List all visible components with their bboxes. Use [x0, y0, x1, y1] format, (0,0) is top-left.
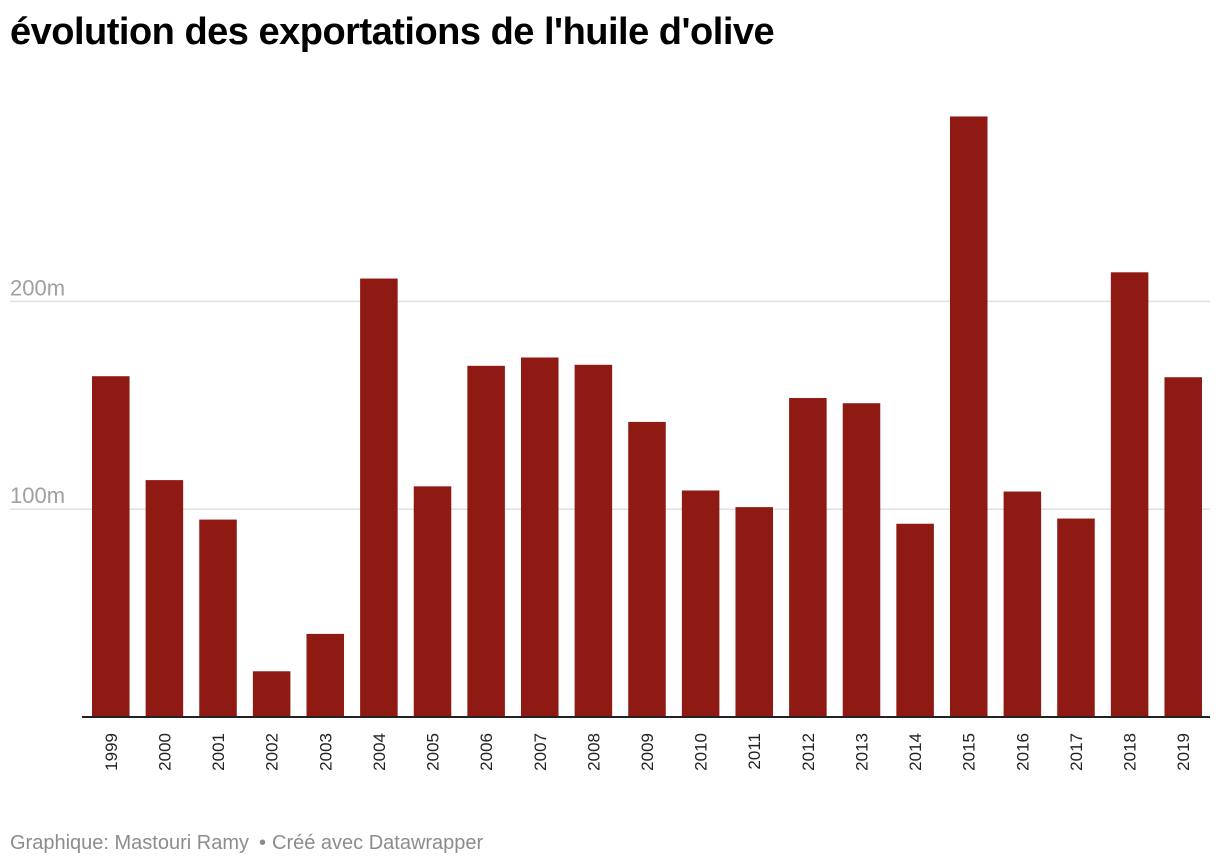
- footer-separator: •: [258, 832, 266, 854]
- bar-2015: [949, 116, 988, 717]
- chart-footer: Graphique: Mastouri Ramy • Créé avec Dataw…: [10, 832, 483, 855]
- x-tick-label-2018: 2018: [1121, 733, 1140, 771]
- bar-2008: [574, 364, 613, 717]
- bar-2009: [628, 421, 666, 717]
- x-tick-label-2016: 2016: [1013, 733, 1032, 771]
- datawrapper-credit[interactable]: Créé avec Datawrapper: [272, 832, 484, 854]
- bar-2006: [467, 365, 505, 717]
- x-tick-label-2017: 2017: [1067, 733, 1086, 771]
- bar-2013: [842, 403, 881, 717]
- bar-2010: [681, 490, 720, 717]
- bar-2003: [306, 633, 345, 717]
- x-tick-label-2006: 2006: [477, 733, 496, 771]
- bar-2019: [1164, 377, 1202, 717]
- x-tick-label-2014: 2014: [906, 733, 925, 771]
- x-tick-label-2013: 2013: [852, 733, 871, 771]
- chart-title: évolution des exportations de l'huile d'…: [10, 11, 775, 53]
- x-tick-label-2002: 2002: [263, 733, 282, 771]
- bar-2017: [1057, 518, 1095, 717]
- x-tick-label-2019: 2019: [1174, 733, 1193, 771]
- x-tick-label-2009: 2009: [638, 733, 657, 771]
- bar-2000: [145, 480, 184, 717]
- bar-2011: [735, 507, 774, 717]
- x-tick-label-2001: 2001: [209, 733, 228, 771]
- tick-labels: 100m 200m 1999 2000 2001 2002 2003 2004 2005 2006…: [10, 275, 1193, 770]
- bar-2014: [896, 523, 934, 717]
- x-tick-label-2007: 2007: [531, 733, 550, 771]
- x-tick-label-2012: 2012: [799, 733, 818, 771]
- bar-2016: [1003, 491, 1042, 717]
- x-tick-label-2011: 2011: [745, 733, 764, 770]
- bar-2012: [789, 398, 827, 717]
- bar-2001: [199, 519, 237, 717]
- bar-2002: [252, 671, 291, 717]
- x-tick-label-2003: 2003: [316, 733, 335, 771]
- source-credit: Graphique: Mastouri Ramy: [10, 832, 249, 854]
- x-tick-label-1999: 1999: [102, 733, 121, 771]
- x-tick-label-2005: 2005: [424, 733, 443, 771]
- bar-1999: [92, 376, 130, 717]
- bar-2005: [413, 486, 452, 717]
- x-tick-label-2004: 2004: [370, 733, 389, 771]
- x-tick-label-2000: 2000: [155, 733, 174, 771]
- x-tick-label-2008: 2008: [584, 733, 603, 771]
- x-tick-label-2010: 2010: [692, 733, 711, 771]
- bar-2004: [360, 278, 398, 717]
- x-tick-label-2015: 2015: [960, 733, 979, 771]
- y-tick-label-200: 200m: [10, 275, 65, 300]
- bar-2007: [520, 357, 559, 717]
- y-tick-label-100: 100m: [10, 483, 65, 508]
- bar-2018: [1110, 272, 1149, 717]
- bars: [92, 116, 1202, 717]
